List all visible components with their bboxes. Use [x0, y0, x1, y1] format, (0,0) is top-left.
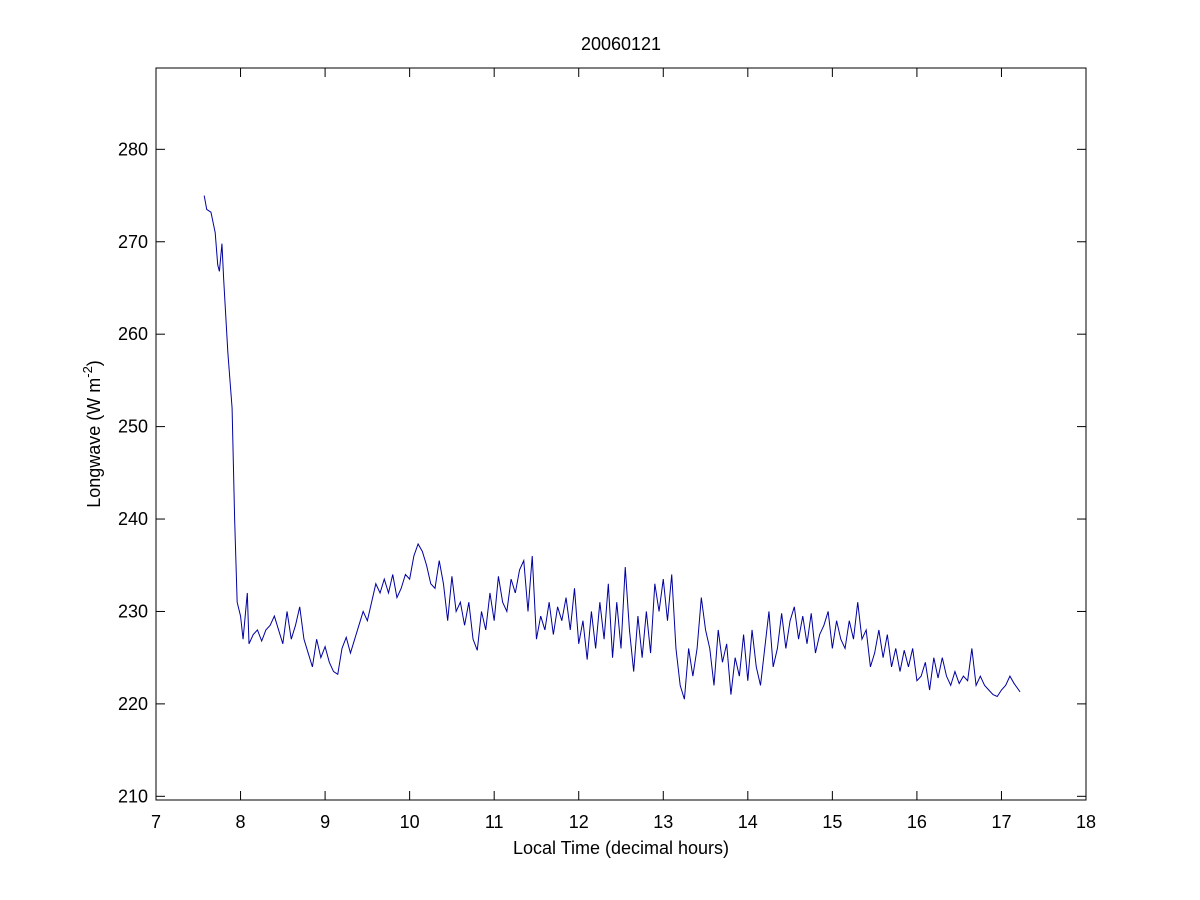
y-tick-label: 230	[118, 601, 148, 621]
y-tick-label: 210	[118, 786, 148, 806]
x-tick-label: 16	[907, 812, 927, 832]
data-line	[203, 195, 1021, 700]
x-tick-label: 17	[991, 812, 1011, 832]
x-tick-label: 12	[569, 812, 589, 832]
x-tick-label: 10	[400, 812, 420, 832]
y-axis-label-superscript: -2	[80, 366, 95, 378]
x-tick-label: 13	[653, 812, 673, 832]
y-tick-label: 240	[118, 509, 148, 529]
y-tick-label: 250	[118, 417, 148, 437]
y-axis-label: Longwave (W m-2)	[80, 360, 104, 508]
x-tick-label: 7	[151, 812, 161, 832]
y-tick-label: 270	[118, 232, 148, 252]
x-tick-label: 18	[1076, 812, 1096, 832]
x-axis-label: Local Time (decimal hours)	[513, 838, 729, 858]
y-tick-label: 220	[118, 694, 148, 714]
x-tick-label: 9	[320, 812, 330, 832]
y-tick-label: 260	[118, 324, 148, 344]
x-tick-label: 8	[236, 812, 246, 832]
x-tick-label: 11	[485, 812, 504, 832]
x-tick-label: 15	[822, 812, 842, 832]
axes-box	[155, 67, 1087, 801]
chart-title: 20060121	[581, 34, 661, 54]
y-axis-label-text: Longwave (W m	[84, 378, 104, 508]
y-tick-label: 280	[118, 139, 148, 159]
x-tick-label: 14	[738, 812, 758, 832]
y-axis-label-suffix: )	[84, 360, 104, 366]
